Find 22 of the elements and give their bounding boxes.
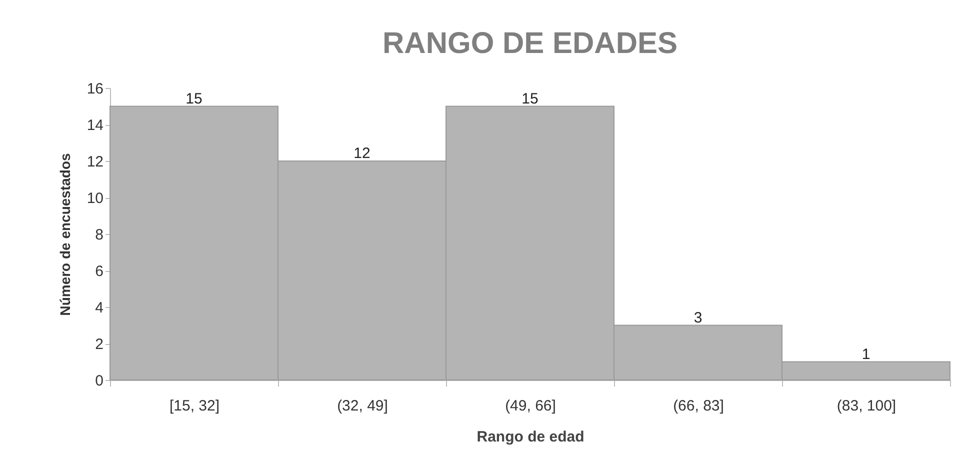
y-tick-label: 12 <box>86 154 104 170</box>
x-tick-label: (83, 100] <box>836 398 896 414</box>
y-tick-label: 2 <box>95 336 104 353</box>
y-tick-label: 0 <box>95 372 104 390</box>
y-tick-label: 16 <box>86 80 104 98</box>
data-label: 1 <box>862 346 870 363</box>
x-tick-label: [15, 32] <box>169 398 220 414</box>
x-tick-label: (49, 66] <box>505 398 556 414</box>
y-tick-label: 4 <box>95 300 104 316</box>
data-label: 15 <box>186 90 202 108</box>
data-label: 15 <box>522 90 538 108</box>
y-tick-label: 14 <box>86 117 104 134</box>
x-tick-label: (32, 49] <box>337 398 388 414</box>
y-tick-label: 10 <box>86 190 104 207</box>
y-tick-label: 6 <box>95 263 104 280</box>
data-label: 12 <box>354 145 370 162</box>
y-tick-label: 8 <box>95 226 104 244</box>
y-axis-title: Número de encuestados <box>56 152 73 316</box>
x-tick-label: (66, 83] <box>673 398 724 414</box>
x-axis-title: Rango de edad <box>476 428 584 446</box>
data-label: 3 <box>694 309 702 326</box>
chart-title: RANGO DE EDADES <box>382 27 678 60</box>
